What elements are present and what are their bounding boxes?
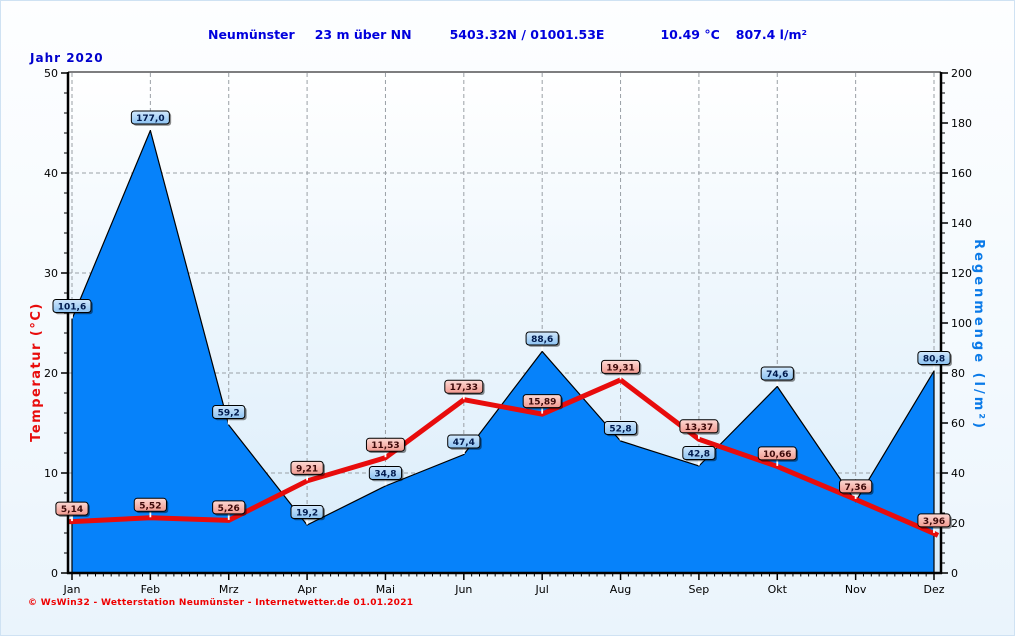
temp-value-label-text: 19,31 <box>606 363 634 373</box>
copyright-text: © WsWin32 - Wetterstation Neumünster - I… <box>28 598 414 608</box>
temp-value-label <box>917 513 951 528</box>
right-axis-tick-label: 100 <box>951 317 972 330</box>
temp-value-label <box>55 501 89 516</box>
temp-value-label-text: 7,36 <box>845 483 867 493</box>
temp-value-label-text: 11,53 <box>371 441 399 451</box>
right-axis-tick-label: 200 <box>951 67 972 80</box>
month-tick-label: Nov <box>845 583 867 596</box>
rain-value-label <box>290 505 324 519</box>
right-axis-title: Regenmenge (l/m²) <box>971 239 986 431</box>
month-tick-label: Mai <box>376 583 395 596</box>
right-axis-tick-label: 20 <box>951 517 965 530</box>
left-axis-tick-label: 0 <box>51 567 58 580</box>
left-axis-title: Temperatur (°C) <box>29 302 44 442</box>
temp-value-label-text: 15,89 <box>528 398 556 408</box>
temp-value-label-text: 10,66 <box>763 450 791 460</box>
left-axis-tick-label: 20 <box>44 367 58 380</box>
right-axis-tick-label: 140 <box>951 217 972 230</box>
rain-value-label <box>603 421 638 435</box>
month-tick-label: Aug <box>610 583 631 596</box>
temp-value-label-text: 5,14 <box>61 505 83 515</box>
rain-value-label-text: 80,8 <box>923 355 945 365</box>
month-tick-label: Apr <box>298 583 318 596</box>
right-axis-tick-label: 160 <box>951 167 972 180</box>
rain-value-label <box>130 110 170 125</box>
left-axis-tick-label: 50 <box>44 67 58 80</box>
rain-value-label-text: 59,2 <box>218 409 240 419</box>
temp-value-label <box>757 446 797 461</box>
station-name: Neumünster <box>207 27 295 42</box>
rain-value-label-text: 19,2 <box>296 509 318 519</box>
rain-value-label-text: 74,6 <box>766 370 788 380</box>
rain-value-label <box>760 366 794 381</box>
rain-value-label-text: 88,6 <box>531 335 553 345</box>
temp-value-label-text: 3,96 <box>923 517 945 527</box>
annual-rain-total: 807.4 l/m² <box>735 27 808 42</box>
temp-value-label-text: 5,52 <box>139 501 161 511</box>
temp-value-label <box>679 419 719 434</box>
chart-header: Neumünster 23 m über NN 5403.32N / 01001… <box>0 27 1015 42</box>
rain-value-label-text: 101,6 <box>58 303 86 313</box>
temp-value-label <box>522 394 562 409</box>
rain-value-label <box>447 434 481 449</box>
station-coordinates: 5403.32N / 01001.53E <box>449 27 605 42</box>
right-axis-tick-label: 180 <box>951 117 972 130</box>
rain-value-label <box>212 405 246 419</box>
month-tick-label: Okt <box>768 583 788 596</box>
month-tick-label: Jan <box>63 583 81 596</box>
left-axis-tick-label: 30 <box>44 267 58 280</box>
rain-value-label-text: 42,8 <box>688 450 710 460</box>
temp-value-label <box>839 479 873 494</box>
rain-value-label <box>368 466 403 480</box>
temp-value-label-text: 9,21 <box>296 464 318 474</box>
month-tick-label: Sep <box>689 583 710 596</box>
right-axis-tick-label: 60 <box>951 417 965 430</box>
axis-ticks: 0 10 20 30 40 50 0 20 40 60 80 100 120 140 160 180 200 Ja… <box>44 67 972 596</box>
rain-value-label-text: 52,8 <box>609 425 631 435</box>
month-tick-label: Jun <box>454 583 472 596</box>
temp-value-label-text: 17,33 <box>450 383 478 393</box>
right-axis-tick-label: 120 <box>951 267 972 280</box>
temp-value-label <box>212 500 246 515</box>
right-axis-tick-label: 0 <box>951 567 958 580</box>
year-label: Jahr 2020 <box>30 51 104 65</box>
rain-value-label-text: 34,8 <box>374 470 396 480</box>
rain-value-label-text: 47,4 <box>453 438 475 448</box>
left-axis-tick-label: 40 <box>44 167 58 180</box>
left-axis-tick-label: 10 <box>44 467 58 480</box>
right-axis-tick-label: 80 <box>951 367 965 380</box>
temp-value-label <box>444 379 484 394</box>
temp-value-label <box>133 497 167 512</box>
temp-value-label <box>601 359 641 374</box>
temp-value-label <box>365 437 405 452</box>
right-axis-tick-label: 40 <box>951 467 965 480</box>
rain-value-label <box>917 351 951 365</box>
rain-value-label <box>52 299 92 313</box>
station-altitude: 23 m über NN <box>314 27 412 42</box>
month-tick-label: Feb <box>141 583 160 596</box>
annual-mean-temperature: 10.49 °C <box>660 27 720 42</box>
temp-value-label-text: 13,37 <box>685 423 713 433</box>
month-tick-label: Mrz <box>219 583 239 596</box>
temperature-line-series <box>68 377 940 538</box>
month-tick-label: Dez <box>923 583 944 596</box>
rain-area-series <box>71 128 935 574</box>
temp-value-label <box>290 460 324 475</box>
month-tick-label: Jul <box>535 583 549 596</box>
rain-value-label <box>525 331 559 346</box>
temp-value-label-text: 5,26 <box>218 504 240 514</box>
rain-value-label-text: 177,0 <box>136 114 164 124</box>
data-point-labels: 101,6 177,0 59,2 19,2 34,8 47,4 88,6 52,8 42,8 74… <box>52 110 952 533</box>
rain-value-label <box>682 446 716 460</box>
